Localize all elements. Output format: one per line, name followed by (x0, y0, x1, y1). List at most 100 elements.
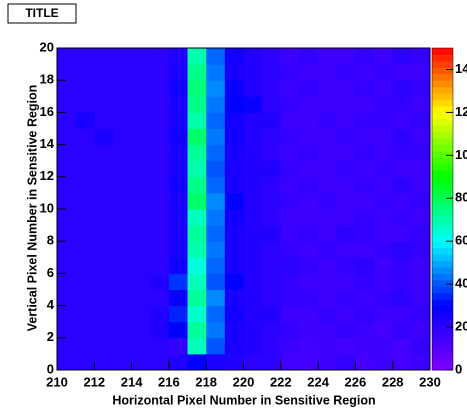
heatmap-cell (206, 176, 226, 194)
heatmap-cell (336, 128, 356, 146)
heatmap-cell (150, 257, 170, 274)
heatmap-cell (187, 209, 207, 226)
heatmap-cell (57, 241, 77, 258)
heatmap-cell (131, 289, 151, 307)
heatmap-cell (112, 160, 133, 178)
heatmap-cell (187, 353, 207, 371)
heatmap-cell (150, 80, 170, 97)
heatmap-cell (411, 241, 431, 258)
heatmap-cell (374, 273, 394, 290)
x-tick-label: 212 (83, 374, 105, 389)
heatmap-cell (262, 64, 282, 81)
heatmap-cell (280, 64, 300, 81)
heatmap-cell (131, 209, 151, 226)
heatmap-cell (57, 64, 77, 81)
heatmap-cell (131, 273, 151, 290)
heatmap-cell (262, 209, 282, 226)
x-axis-title: Horizontal Pixel Number in Sensitive Reg… (112, 393, 375, 407)
palette-swatch (432, 241, 453, 249)
heatmap-cell (187, 64, 207, 81)
heatmap-cell (112, 128, 133, 146)
heatmap-cell (336, 289, 356, 307)
heatmap-cell (411, 96, 431, 113)
heatmap-cell (224, 241, 244, 258)
heatmap-cell (168, 353, 189, 371)
heatmap-cell (243, 144, 263, 162)
heatmap-cell (75, 241, 95, 258)
heatmap-cell (94, 160, 114, 178)
heatmap-cell (299, 112, 319, 129)
heatmap-cell (75, 209, 95, 226)
heatmap-cell (150, 305, 170, 323)
heatmap-cell (355, 192, 375, 210)
heatmap-cell (131, 337, 151, 355)
heatmap-cell (280, 225, 300, 242)
heatmap-cell (262, 128, 282, 146)
y-tick-label: 6 (47, 265, 54, 280)
heatmap-cell (355, 160, 375, 178)
heatmap-cell (299, 241, 319, 258)
heatmap-cell (299, 48, 319, 65)
heatmap-cell (392, 144, 412, 162)
heatmap-cell (168, 321, 189, 339)
heatmap-cell (318, 80, 338, 97)
title-box (7, 3, 77, 24)
heatmap-cell (280, 305, 300, 323)
heatmap-cell (299, 160, 319, 178)
heatmap-cell (206, 160, 226, 178)
heatmap-cell (112, 176, 133, 194)
heatmap-cell (336, 160, 356, 178)
heatmap-cell (187, 128, 207, 146)
heatmap-cell (318, 289, 338, 307)
heatmap-cell (224, 289, 244, 307)
heatmap-cell (392, 64, 412, 81)
heatmap-cell (57, 289, 77, 307)
heatmap-cell (299, 289, 319, 307)
palette-swatch (432, 73, 453, 81)
heatmap-cell (131, 353, 151, 371)
heatmap-cell (374, 225, 394, 242)
palette-swatch (432, 344, 453, 352)
palette-swatch (432, 209, 453, 216)
heatmap-cell (94, 192, 114, 210)
heatmap-cell (94, 257, 114, 274)
heatmap-cell (392, 48, 412, 65)
heatmap-cell (355, 257, 375, 274)
palette-swatch (432, 183, 453, 191)
z-tick-label: 60 (455, 233, 467, 248)
heatmap-cell (57, 305, 77, 323)
heatmap-cell (57, 96, 77, 113)
heatmap-cell (112, 241, 133, 258)
heatmap-cell (262, 48, 282, 65)
heatmap-cell (355, 321, 375, 339)
heatmap-cell (150, 64, 170, 81)
heatmap-cell (131, 80, 151, 97)
heatmap-cell (280, 192, 300, 210)
heatmap-cell (112, 48, 133, 65)
heatmap-cell (112, 112, 133, 129)
heatmap-cell (206, 64, 226, 81)
heatmap-cell (392, 337, 412, 355)
heatmap-cell (280, 337, 300, 355)
heatmap-cell (411, 112, 431, 129)
heatmap-cell (299, 321, 319, 339)
heatmap-cell (112, 225, 133, 242)
heatmap-cell (131, 144, 151, 162)
heatmap-cell (374, 48, 394, 65)
heatmap-cell (392, 80, 412, 97)
heatmap-cell (411, 48, 431, 65)
z-tick-label: 140 (455, 61, 467, 76)
heatmap-cell (131, 128, 151, 146)
heatmap-cell (318, 321, 338, 339)
heatmap-cell (318, 225, 338, 242)
heatmap-cell (187, 176, 207, 194)
heatmap-cell (243, 112, 263, 129)
heatmap-cell (392, 353, 412, 371)
heatmap-cell (411, 337, 431, 355)
y-tick-label: 20 (40, 39, 54, 54)
heatmap-cell (392, 241, 412, 258)
palette-swatch (432, 215, 453, 223)
x-tick-label: 220 (233, 374, 255, 389)
palette-swatch (432, 118, 453, 126)
palette-swatch (432, 279, 453, 287)
